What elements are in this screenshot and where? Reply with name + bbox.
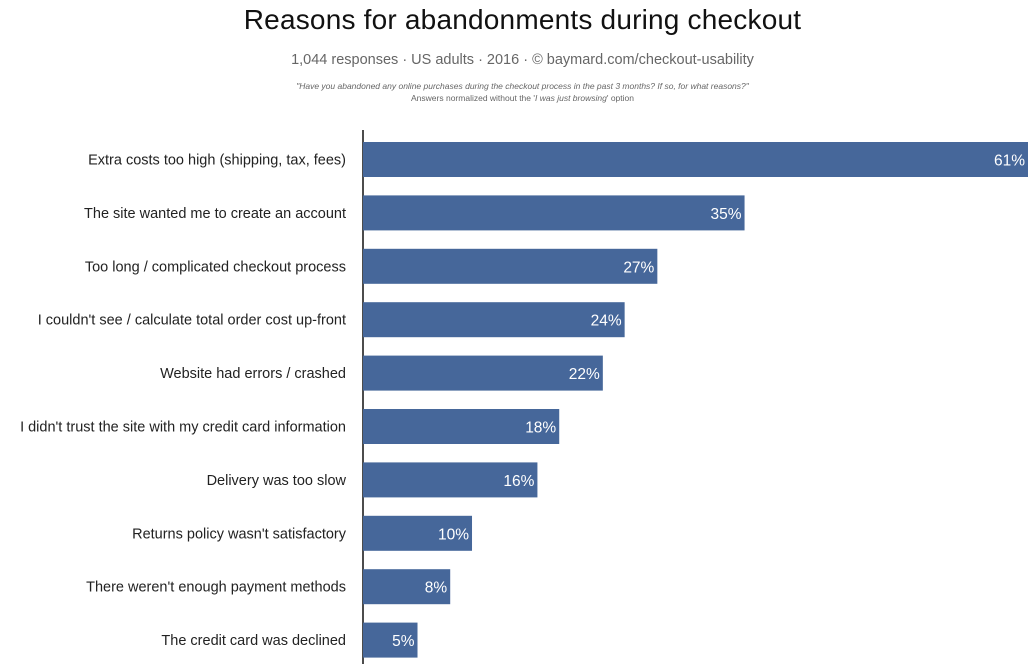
bar	[363, 515, 473, 551]
bar	[363, 569, 451, 605]
bar	[363, 142, 1028, 177]
bar-group: I couldn't see / calculate total order c…	[38, 302, 625, 338]
value-label: 61%	[994, 153, 1025, 170]
category-label: Extra costs too high (shipping, tax, fee…	[88, 153, 346, 169]
category-label: Returns policy wasn't satisfactory	[132, 526, 347, 542]
note-prefix: Answers normalized without the '	[411, 93, 536, 103]
category-label: I couldn't see / calculate total order c…	[38, 313, 346, 329]
bar	[363, 248, 658, 284]
survey-question: "Have you abandoned any online purchases…	[296, 81, 749, 91]
value-label: 5%	[392, 633, 415, 650]
note-suffix: ' option	[606, 93, 634, 103]
bar-group: Website had errors / crashed 22%	[160, 355, 603, 391]
category-label: Website had errors / crashed	[160, 366, 346, 382]
value-label: 18%	[525, 420, 556, 437]
bar	[363, 462, 538, 498]
value-label: 16%	[503, 473, 534, 490]
note-italic: I was just browsing	[535, 93, 607, 103]
category-label: Delivery was too slow	[207, 473, 347, 489]
value-label: 10%	[438, 526, 469, 543]
category-label: The site wanted me to create an account	[84, 206, 346, 222]
value-label: 22%	[569, 366, 600, 383]
bar-group: The site wanted me to create an account 3…	[84, 195, 745, 231]
normalization-note: Answers normalized without the 'I was ju…	[0, 93, 1030, 103]
bar-group: Too long / complicated checkout process 2…	[85, 248, 658, 284]
bar	[363, 409, 560, 444]
category-label: There weren't enough payment methods	[86, 580, 346, 596]
bar-group: The credit card was declined 5%	[161, 622, 418, 658]
bar-group: There weren't enough payment methods 8%	[86, 569, 451, 605]
value-label: 35%	[711, 206, 742, 223]
bar	[363, 302, 625, 338]
value-label: 27%	[623, 259, 654, 276]
bar-group: Returns policy wasn't satisfactory 10%	[132, 515, 473, 551]
chart-title: Reasons for abandonments during checkout	[243, 4, 802, 35]
category-label: The credit card was declined	[161, 633, 346, 649]
value-label: 24%	[591, 313, 622, 330]
bar-group: I didn't trust the site with my credit c…	[20, 409, 560, 444]
value-label: 8%	[425, 580, 448, 597]
bar	[363, 622, 418, 658]
category-label: Too long / complicated checkout process	[85, 259, 346, 275]
bar-group: Extra costs too high (shipping, tax, fee…	[88, 142, 1028, 177]
chart-subtitle: 1,044 responses · US adults · 2016 · © b…	[291, 52, 754, 68]
bar	[363, 355, 603, 391]
bar-group: Delivery was too slow 16%	[207, 462, 538, 498]
bar	[363, 195, 745, 231]
category-label: I didn't trust the site with my credit c…	[20, 420, 346, 436]
